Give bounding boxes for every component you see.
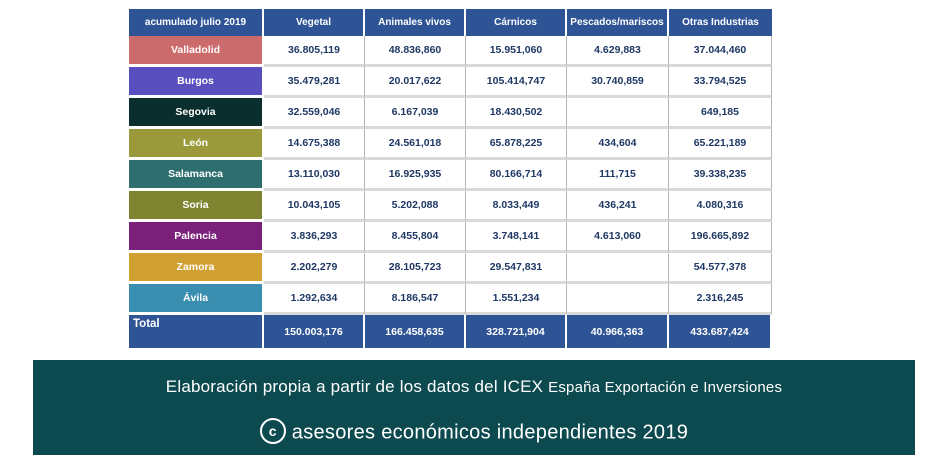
total-vegetal: 150.003,176 bbox=[264, 315, 365, 348]
table-row: Segovia 32.559,046 6.167,039 18.430,502 649,… bbox=[129, 98, 772, 129]
table-row: Zamora 2.202,279 28.105,723 29.547,831 54.57… bbox=[129, 253, 772, 284]
header-animales-vivos: Animales vivos bbox=[365, 9, 466, 36]
region-label: Burgos bbox=[129, 67, 264, 98]
table-row: Palencia 3.836,293 8.455,804 3.748,141 4.613… bbox=[129, 222, 772, 253]
cell-vegetal: 2.202,279 bbox=[264, 253, 365, 284]
table-row: Ávila 1.292,634 8.186,547 1.551,234 2.316,24… bbox=[129, 284, 772, 315]
footer-copyright-line: c asesores económicos independientes 2019 bbox=[33, 418, 915, 446]
cell-pescados-mariscos bbox=[567, 253, 669, 284]
cell-otras-industrias: 649,185 bbox=[669, 98, 772, 129]
cell-otras-industrias: 39.338,235 bbox=[669, 160, 772, 191]
cell-otras-industrias: 33.794,525 bbox=[669, 67, 772, 98]
table-header-row: acumulado julio 2019 Vegetal Animales vi… bbox=[129, 9, 772, 36]
header-carnicos: Cárnicos bbox=[466, 9, 567, 36]
cell-carnicos: 65.878,225 bbox=[466, 129, 567, 160]
footer-source-main: Elaboración propia a partir de los datos… bbox=[165, 377, 544, 396]
table-row: Soria 10.043,105 5.202,088 8.033,449 436,241… bbox=[129, 191, 772, 222]
cell-vegetal: 35.479,281 bbox=[264, 67, 365, 98]
cell-animales-vivos: 24.561,018 bbox=[365, 129, 466, 160]
region-label: Salamanca bbox=[129, 160, 264, 191]
cell-vegetal: 32.559,046 bbox=[264, 98, 365, 129]
cell-pescados-mariscos: 436,241 bbox=[567, 191, 669, 222]
header-pescados-mariscos: Pescados/mariscos bbox=[567, 9, 669, 36]
cell-vegetal: 1.292,634 bbox=[264, 284, 365, 315]
cell-pescados-mariscos: 4.629,883 bbox=[567, 36, 669, 67]
region-label: Soria bbox=[129, 191, 264, 222]
table-row: Salamanca 13.110,030 16.925,935 80.166,714 1… bbox=[129, 160, 772, 191]
header-otras-industrias: Otras Industrias bbox=[669, 9, 772, 36]
cell-animales-vivos: 20.017,622 bbox=[365, 67, 466, 98]
cell-animales-vivos: 8.186,547 bbox=[365, 284, 466, 315]
footer-source-small: España Exportación e Inversiones bbox=[548, 379, 783, 396]
cell-otras-industrias: 196.665,892 bbox=[669, 222, 772, 253]
cell-animales-vivos: 48.836,860 bbox=[365, 36, 466, 67]
cell-vegetal: 10.043,105 bbox=[264, 191, 365, 222]
footer-banner: Elaboración propia a partir de los datos… bbox=[33, 360, 915, 455]
cell-otras-industrias: 4.080,316 bbox=[669, 191, 772, 222]
cell-pescados-mariscos: 111,715 bbox=[567, 160, 669, 191]
cell-pescados-mariscos bbox=[567, 98, 669, 129]
cell-vegetal: 3.836,293 bbox=[264, 222, 365, 253]
region-label: Ávila bbox=[129, 284, 264, 315]
copyright-icon: c bbox=[259, 418, 286, 444]
header-vegetal: Vegetal bbox=[264, 9, 365, 36]
cell-animales-vivos: 16.925,935 bbox=[365, 160, 466, 191]
total-carnicos: 328.721,904 bbox=[466, 315, 567, 348]
cell-otras-industrias: 2.316,245 bbox=[669, 284, 772, 315]
export-table: acumulado julio 2019 Vegetal Animales vi… bbox=[129, 9, 772, 348]
cell-carnicos: 1.551,234 bbox=[466, 284, 567, 315]
cell-otras-industrias: 37.044,460 bbox=[669, 36, 772, 67]
cell-carnicos: 8.033,449 bbox=[466, 191, 567, 222]
cell-animales-vivos: 5.202,088 bbox=[365, 191, 466, 222]
table-row: Valladolid 36.805,119 48.836,860 15.951,060… bbox=[129, 36, 772, 67]
total-label: Total bbox=[129, 315, 264, 348]
region-label: Palencia bbox=[129, 222, 264, 253]
cell-vegetal: 36.805,119 bbox=[264, 36, 365, 67]
cell-animales-vivos: 6.167,039 bbox=[365, 98, 466, 129]
cell-vegetal: 14.675,388 bbox=[264, 129, 365, 160]
table-row: Burgos 35.479,281 20.017,622 105.414,747 30.… bbox=[129, 67, 772, 98]
total-pescados-mariscos: 40.966,363 bbox=[567, 315, 669, 348]
cell-carnicos: 3.748,141 bbox=[466, 222, 567, 253]
cell-carnicos: 15.951,060 bbox=[466, 36, 567, 67]
cell-carnicos: 80.166,714 bbox=[466, 160, 567, 191]
header-period: acumulado julio 2019 bbox=[129, 9, 264, 36]
footer-copyright-text: asesores económicos independientes 2019 bbox=[291, 421, 689, 444]
region-label: León bbox=[129, 129, 264, 160]
region-label: Zamora bbox=[129, 253, 264, 284]
cell-otras-industrias: 65.221,189 bbox=[669, 129, 772, 160]
region-label: Segovia bbox=[129, 98, 264, 129]
total-otras-industrias: 433.687,424 bbox=[669, 315, 772, 348]
total-row: Total 150.003,176 166.458,635 328.721,904 40… bbox=[129, 315, 772, 348]
cell-carnicos: 29.547,831 bbox=[466, 253, 567, 284]
export-table-container: acumulado julio 2019 Vegetal Animales vi… bbox=[129, 9, 772, 348]
region-label: Valladolid bbox=[129, 36, 264, 67]
cell-pescados-mariscos bbox=[567, 284, 669, 315]
cell-carnicos: 18.430,502 bbox=[466, 98, 567, 129]
table-row: León 14.675,388 24.561,018 65.878,225 434,60… bbox=[129, 129, 772, 160]
cell-pescados-mariscos: 30.740,859 bbox=[567, 67, 669, 98]
total-animales-vivos: 166.458,635 bbox=[365, 315, 466, 348]
cell-vegetal: 13.110,030 bbox=[264, 160, 365, 191]
cell-carnicos: 105.414,747 bbox=[466, 67, 567, 98]
cell-pescados-mariscos: 434,604 bbox=[567, 129, 669, 160]
footer-source-line: Elaboración propia a partir de los datos… bbox=[33, 377, 915, 397]
cell-otras-industrias: 54.577,378 bbox=[669, 253, 772, 284]
cell-pescados-mariscos: 4.613,060 bbox=[567, 222, 669, 253]
cell-animales-vivos: 28.105,723 bbox=[365, 253, 466, 284]
cell-animales-vivos: 8.455,804 bbox=[365, 222, 466, 253]
